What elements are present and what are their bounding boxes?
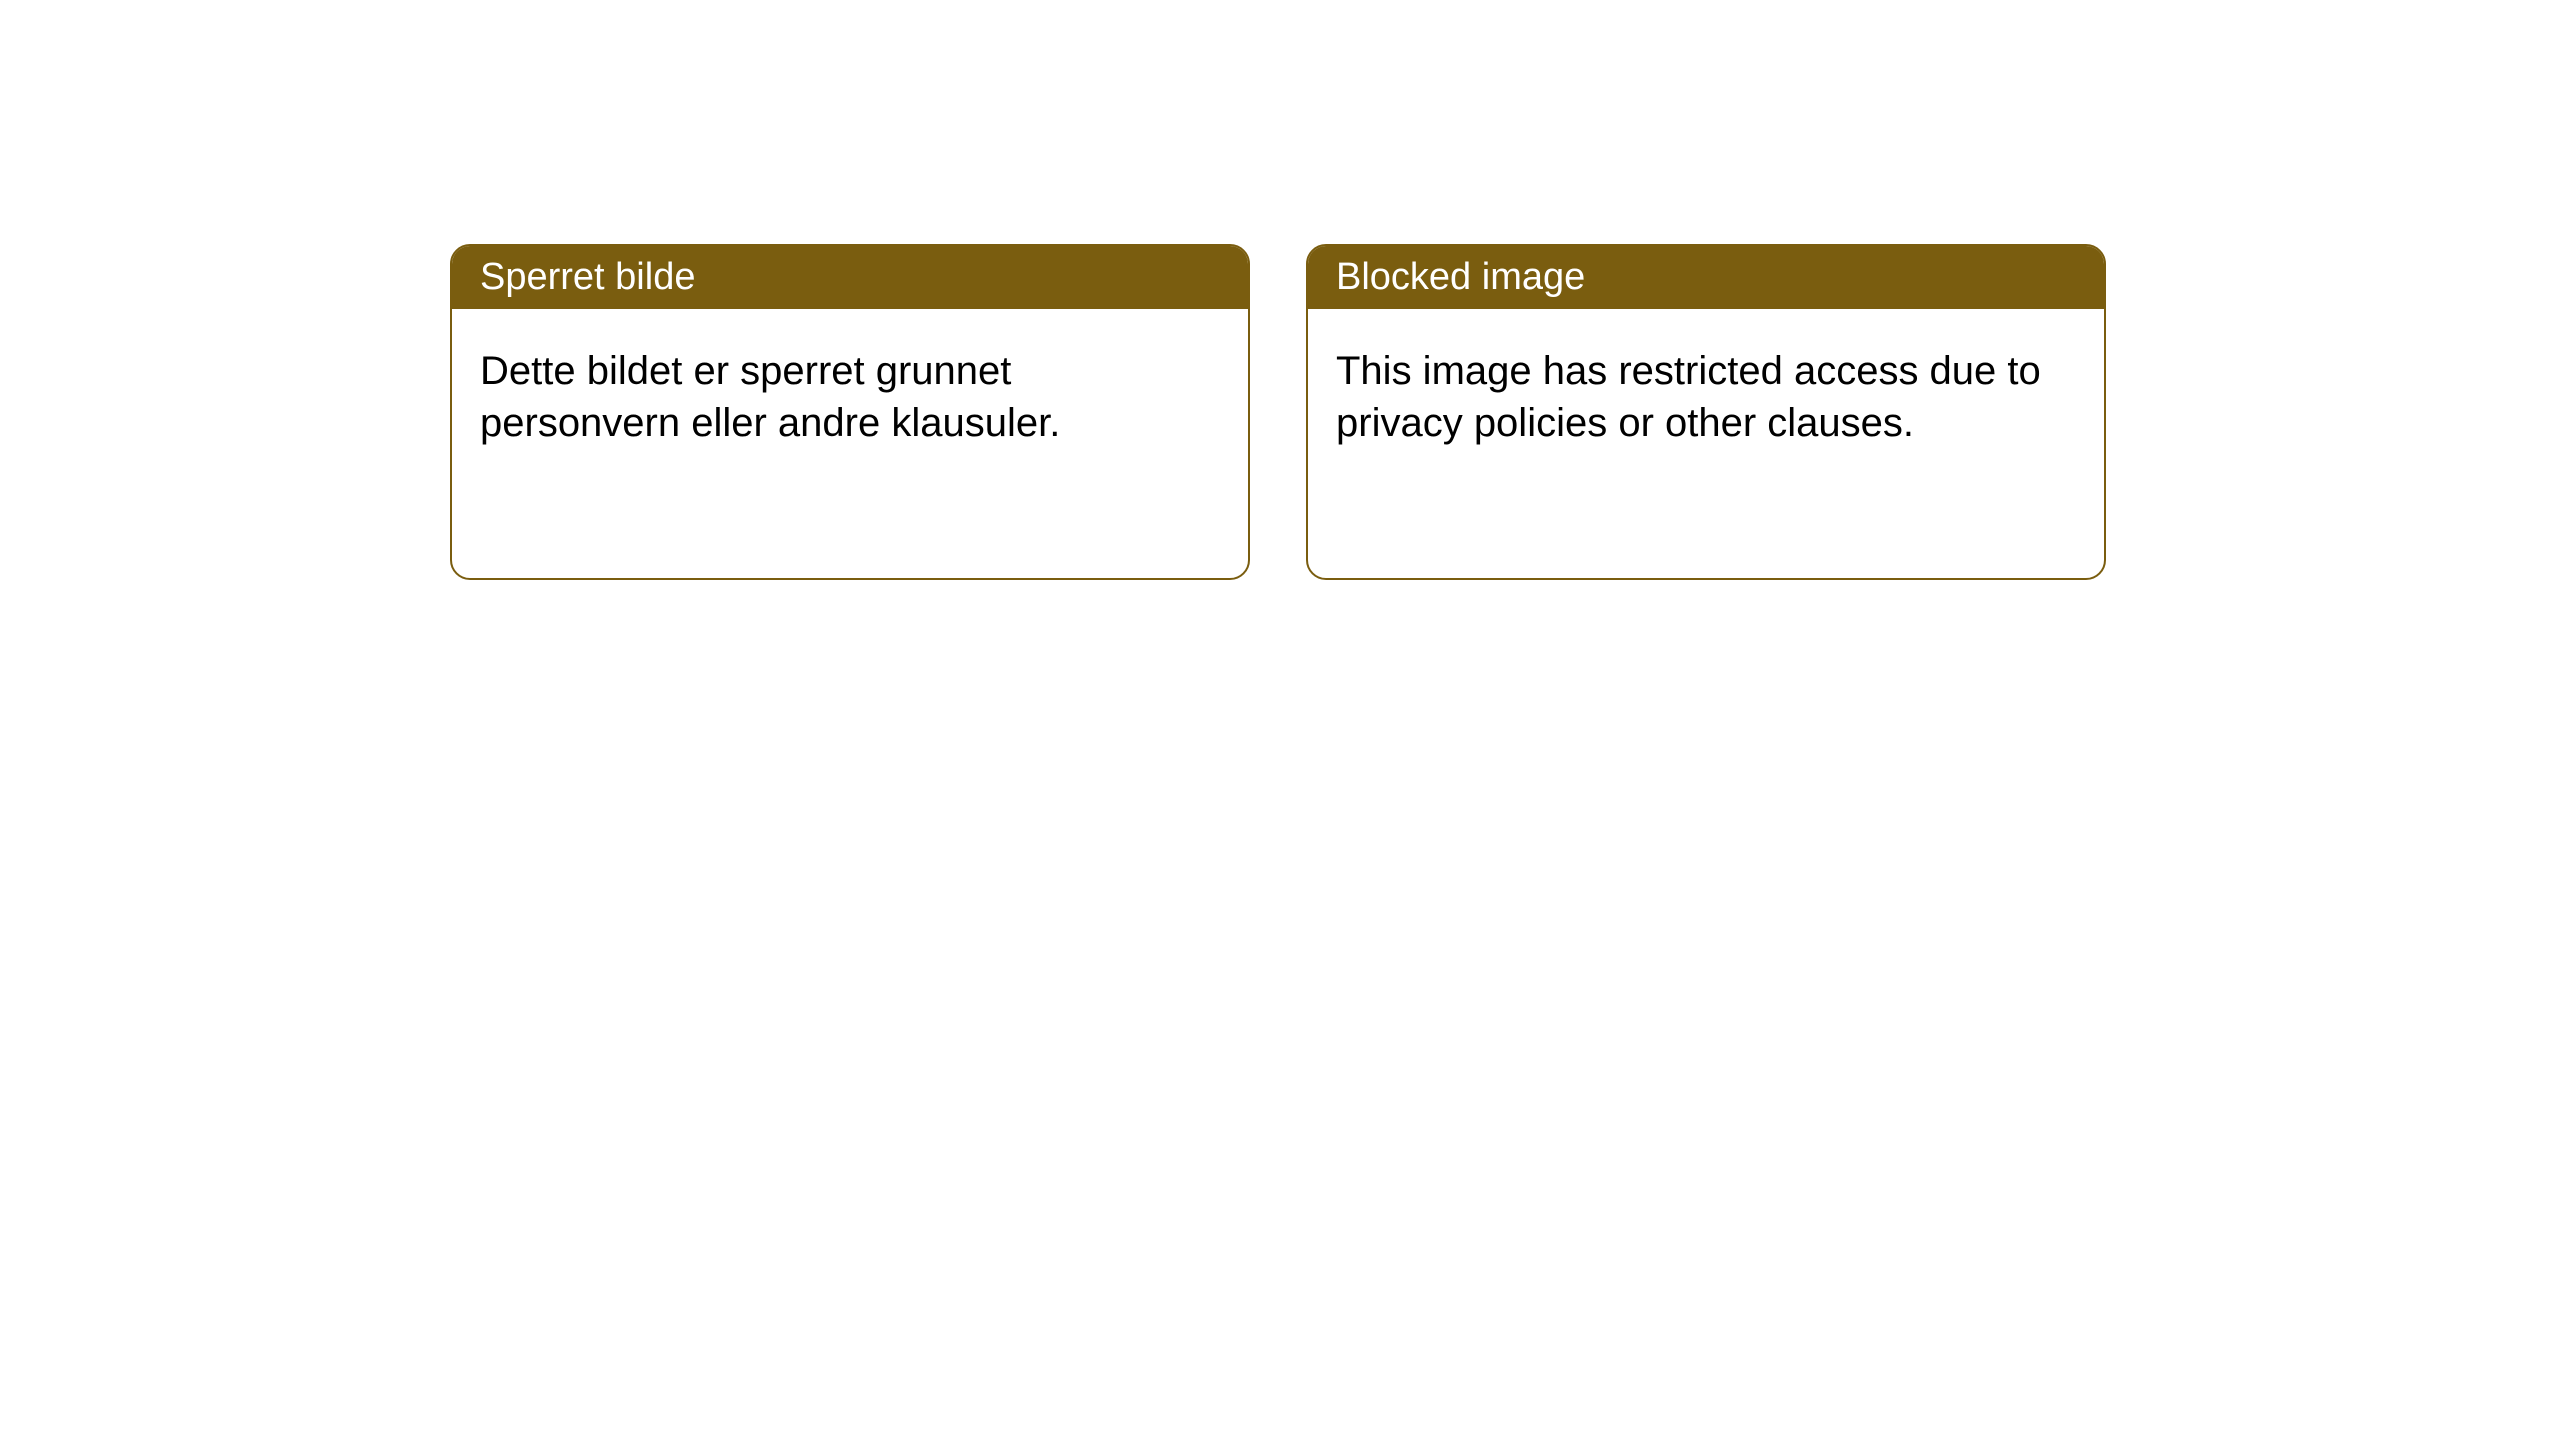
notice-header: Blocked image <box>1308 246 2104 309</box>
notice-title: Blocked image <box>1336 256 1585 298</box>
notice-text: Dette bildet er sperret grunnet personve… <box>480 349 1060 445</box>
notice-body: This image has restricted access due to … <box>1308 309 2104 485</box>
notice-container: Sperret bilde Dette bildet er sperret gr… <box>450 244 2106 580</box>
notice-body: Dette bildet er sperret grunnet personve… <box>452 309 1248 485</box>
notice-text: This image has restricted access due to … <box>1336 349 2041 445</box>
notice-header: Sperret bilde <box>452 246 1248 309</box>
notice-card-english: Blocked image This image has restricted … <box>1306 244 2106 580</box>
notice-card-norwegian: Sperret bilde Dette bildet er sperret gr… <box>450 244 1250 580</box>
notice-title: Sperret bilde <box>480 256 695 298</box>
